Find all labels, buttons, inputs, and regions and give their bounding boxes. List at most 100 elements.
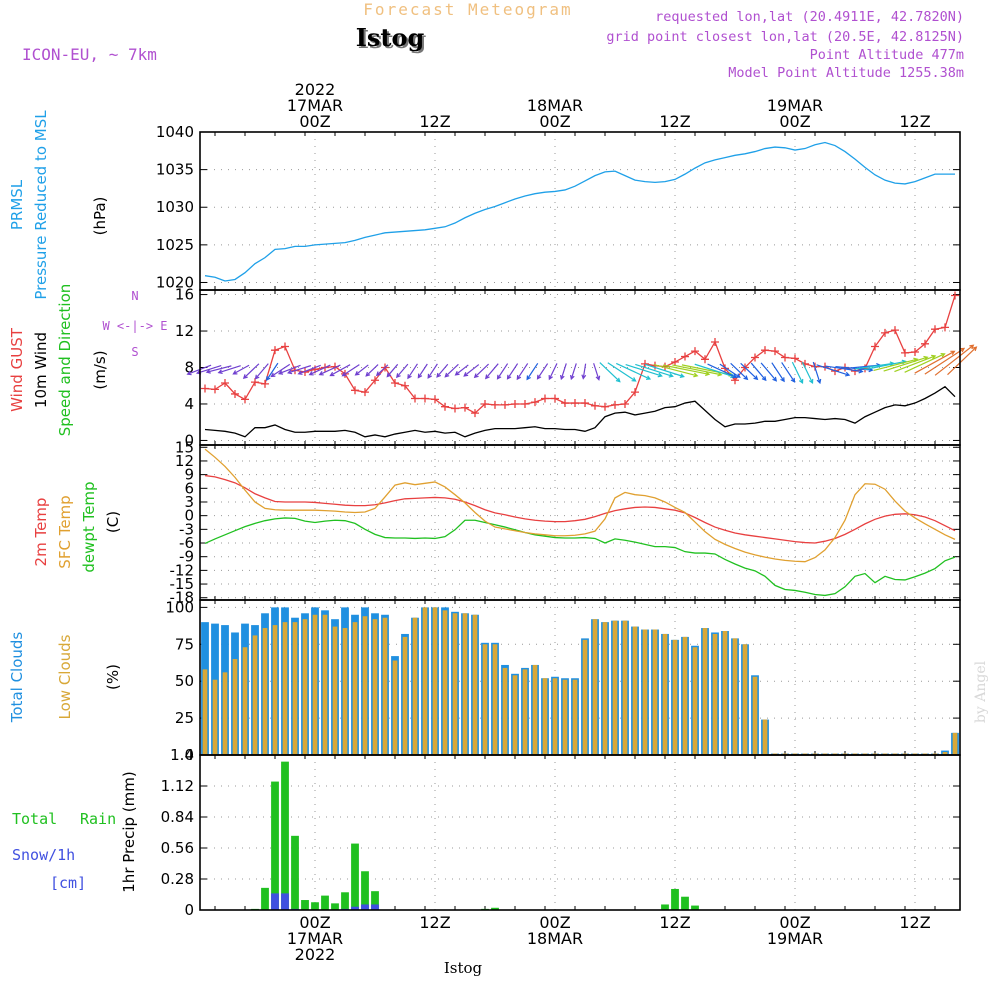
rain-bar — [681, 896, 689, 910]
low-cloud-bar — [622, 620, 628, 755]
wind-gust-marker — [681, 352, 689, 361]
wind-direction-arrow — [407, 363, 418, 380]
low-cloud-bar — [472, 614, 478, 755]
y-tick-label: 0.28 — [161, 870, 194, 888]
top-time-label: 19MAR — [767, 96, 823, 115]
rain-bar — [361, 871, 369, 910]
gridpoint-coords: grid point closest lon,lat (20.5E, 42.81… — [606, 29, 964, 45]
wind-direction-arrow — [454, 364, 469, 376]
top-time-label: 00Z — [299, 112, 330, 131]
wind-gust-marker — [921, 339, 929, 348]
wind-gust-marker — [541, 394, 549, 403]
wind-gust-marker — [531, 398, 539, 407]
wind-label: 10m Wind — [32, 332, 50, 408]
wind-direction-arrow — [205, 365, 232, 374]
bottom-time-label: 00Z — [299, 913, 330, 932]
wind-direction-arrow — [277, 364, 301, 375]
precip-snow-label: Snow/1h — [12, 846, 75, 864]
wind-gust-marker — [781, 353, 789, 362]
wind-direction-arrow — [816, 364, 851, 377]
model-altitude: Model Point Altitude 1255.38m — [728, 65, 964, 81]
wind-gust-marker — [621, 399, 629, 408]
gust-label: Wind GUST — [8, 327, 26, 412]
wind-direction-arrow — [904, 352, 946, 373]
low-cloud-bar — [502, 667, 508, 755]
low-cloud-bar — [752, 676, 758, 755]
wind-gust-marker — [561, 399, 569, 408]
wind-direction-arrow — [242, 363, 260, 380]
y-tick-label: -18 — [170, 589, 195, 607]
wind-gust-marker — [231, 389, 239, 398]
wind-direction-arrow — [873, 357, 919, 371]
wind-direction-arrow — [771, 362, 785, 383]
wind-direction-arrow — [801, 361, 814, 385]
rain-bar — [261, 887, 269, 910]
wind-direction-arrow — [341, 364, 360, 377]
low-cloud-bar — [482, 644, 488, 755]
temp-sfc-label: SFC Temp — [56, 495, 74, 568]
low-cloud-bar — [312, 614, 318, 755]
wind-gust-marker — [511, 399, 519, 408]
product-title: Forecast Meteogram — [363, 0, 572, 19]
wind-direction-arrow — [812, 361, 822, 385]
wind-direction-arrow — [607, 362, 637, 382]
wind-direction-arrow — [266, 362, 279, 382]
wind-direction-arrow — [506, 363, 519, 380]
station-title-shadow: Istog — [358, 25, 427, 54]
low-cloud-bar — [662, 633, 668, 755]
wind-direction-arrow — [548, 363, 558, 381]
wind-gust-marker — [761, 346, 769, 355]
y-tick-label: 0.56 — [161, 839, 194, 857]
wind-gust-marker — [211, 385, 219, 394]
rain-bar — [271, 781, 279, 910]
wind-gust-marker — [751, 353, 759, 362]
wind-direction-arrow — [644, 363, 685, 378]
wind-direction-arrow — [484, 363, 499, 380]
wind-direction-arrow — [947, 346, 978, 376]
y-tick-label: -12 — [170, 561, 195, 579]
wind-gust-marker — [431, 395, 439, 404]
bottom-time-label: 17MAR — [287, 929, 343, 948]
wind-gust-marker — [451, 404, 459, 413]
requested-coords: requested lon,lat (20.4911E, 42.7820N) — [655, 9, 964, 25]
y-tick-label: -3 — [179, 520, 194, 538]
low-cloud-bar — [222, 672, 228, 755]
low-cloud-bar — [552, 678, 558, 755]
rain-bar — [351, 843, 359, 910]
low-cloud-bar — [352, 622, 358, 755]
wind-gust-marker — [611, 400, 619, 409]
low-cloud-bar — [592, 619, 598, 755]
low-cloud-bar — [712, 633, 718, 755]
top-time-label: 00Z — [539, 112, 570, 131]
bottom-time-label: 2022 — [295, 945, 336, 964]
y-tick-label: 3 — [184, 493, 194, 511]
panel-frame — [199, 754, 961, 911]
clouds-panel: 0 25 50 75 100 — [165, 598, 960, 764]
low-cloud-bar — [762, 719, 768, 755]
low-cloud-bar — [722, 631, 728, 755]
y-tick-label: -15 — [170, 575, 195, 593]
wind-direction-arrow — [536, 363, 549, 380]
low-cloud-bar — [212, 679, 218, 755]
low-cloud-bar — [652, 629, 658, 755]
low-cloud-bar — [582, 639, 588, 755]
wind-direction-arrow — [417, 363, 428, 379]
y-tick-label: 0 — [184, 746, 194, 764]
wind-gust-marker — [571, 399, 579, 408]
wind-gust-marker — [881, 328, 889, 337]
y-tick-label: 25 — [175, 709, 194, 727]
wind-gust-marker — [261, 379, 269, 388]
rain-bar — [671, 888, 679, 910]
y-tick-label: 0 — [184, 507, 194, 525]
y-tick-label: 12 — [175, 322, 194, 340]
wind-direction-arrow — [395, 363, 409, 379]
wind-gust-marker — [281, 342, 289, 351]
y-tick-label: 1035 — [156, 161, 194, 179]
snow-bar — [361, 904, 369, 910]
low-cloud-bar — [742, 644, 748, 755]
wind-gust-marker — [421, 394, 429, 403]
low-cloud-bar — [702, 628, 708, 755]
snow-bar — [281, 893, 289, 910]
wind-direction-arrow — [436, 363, 449, 378]
